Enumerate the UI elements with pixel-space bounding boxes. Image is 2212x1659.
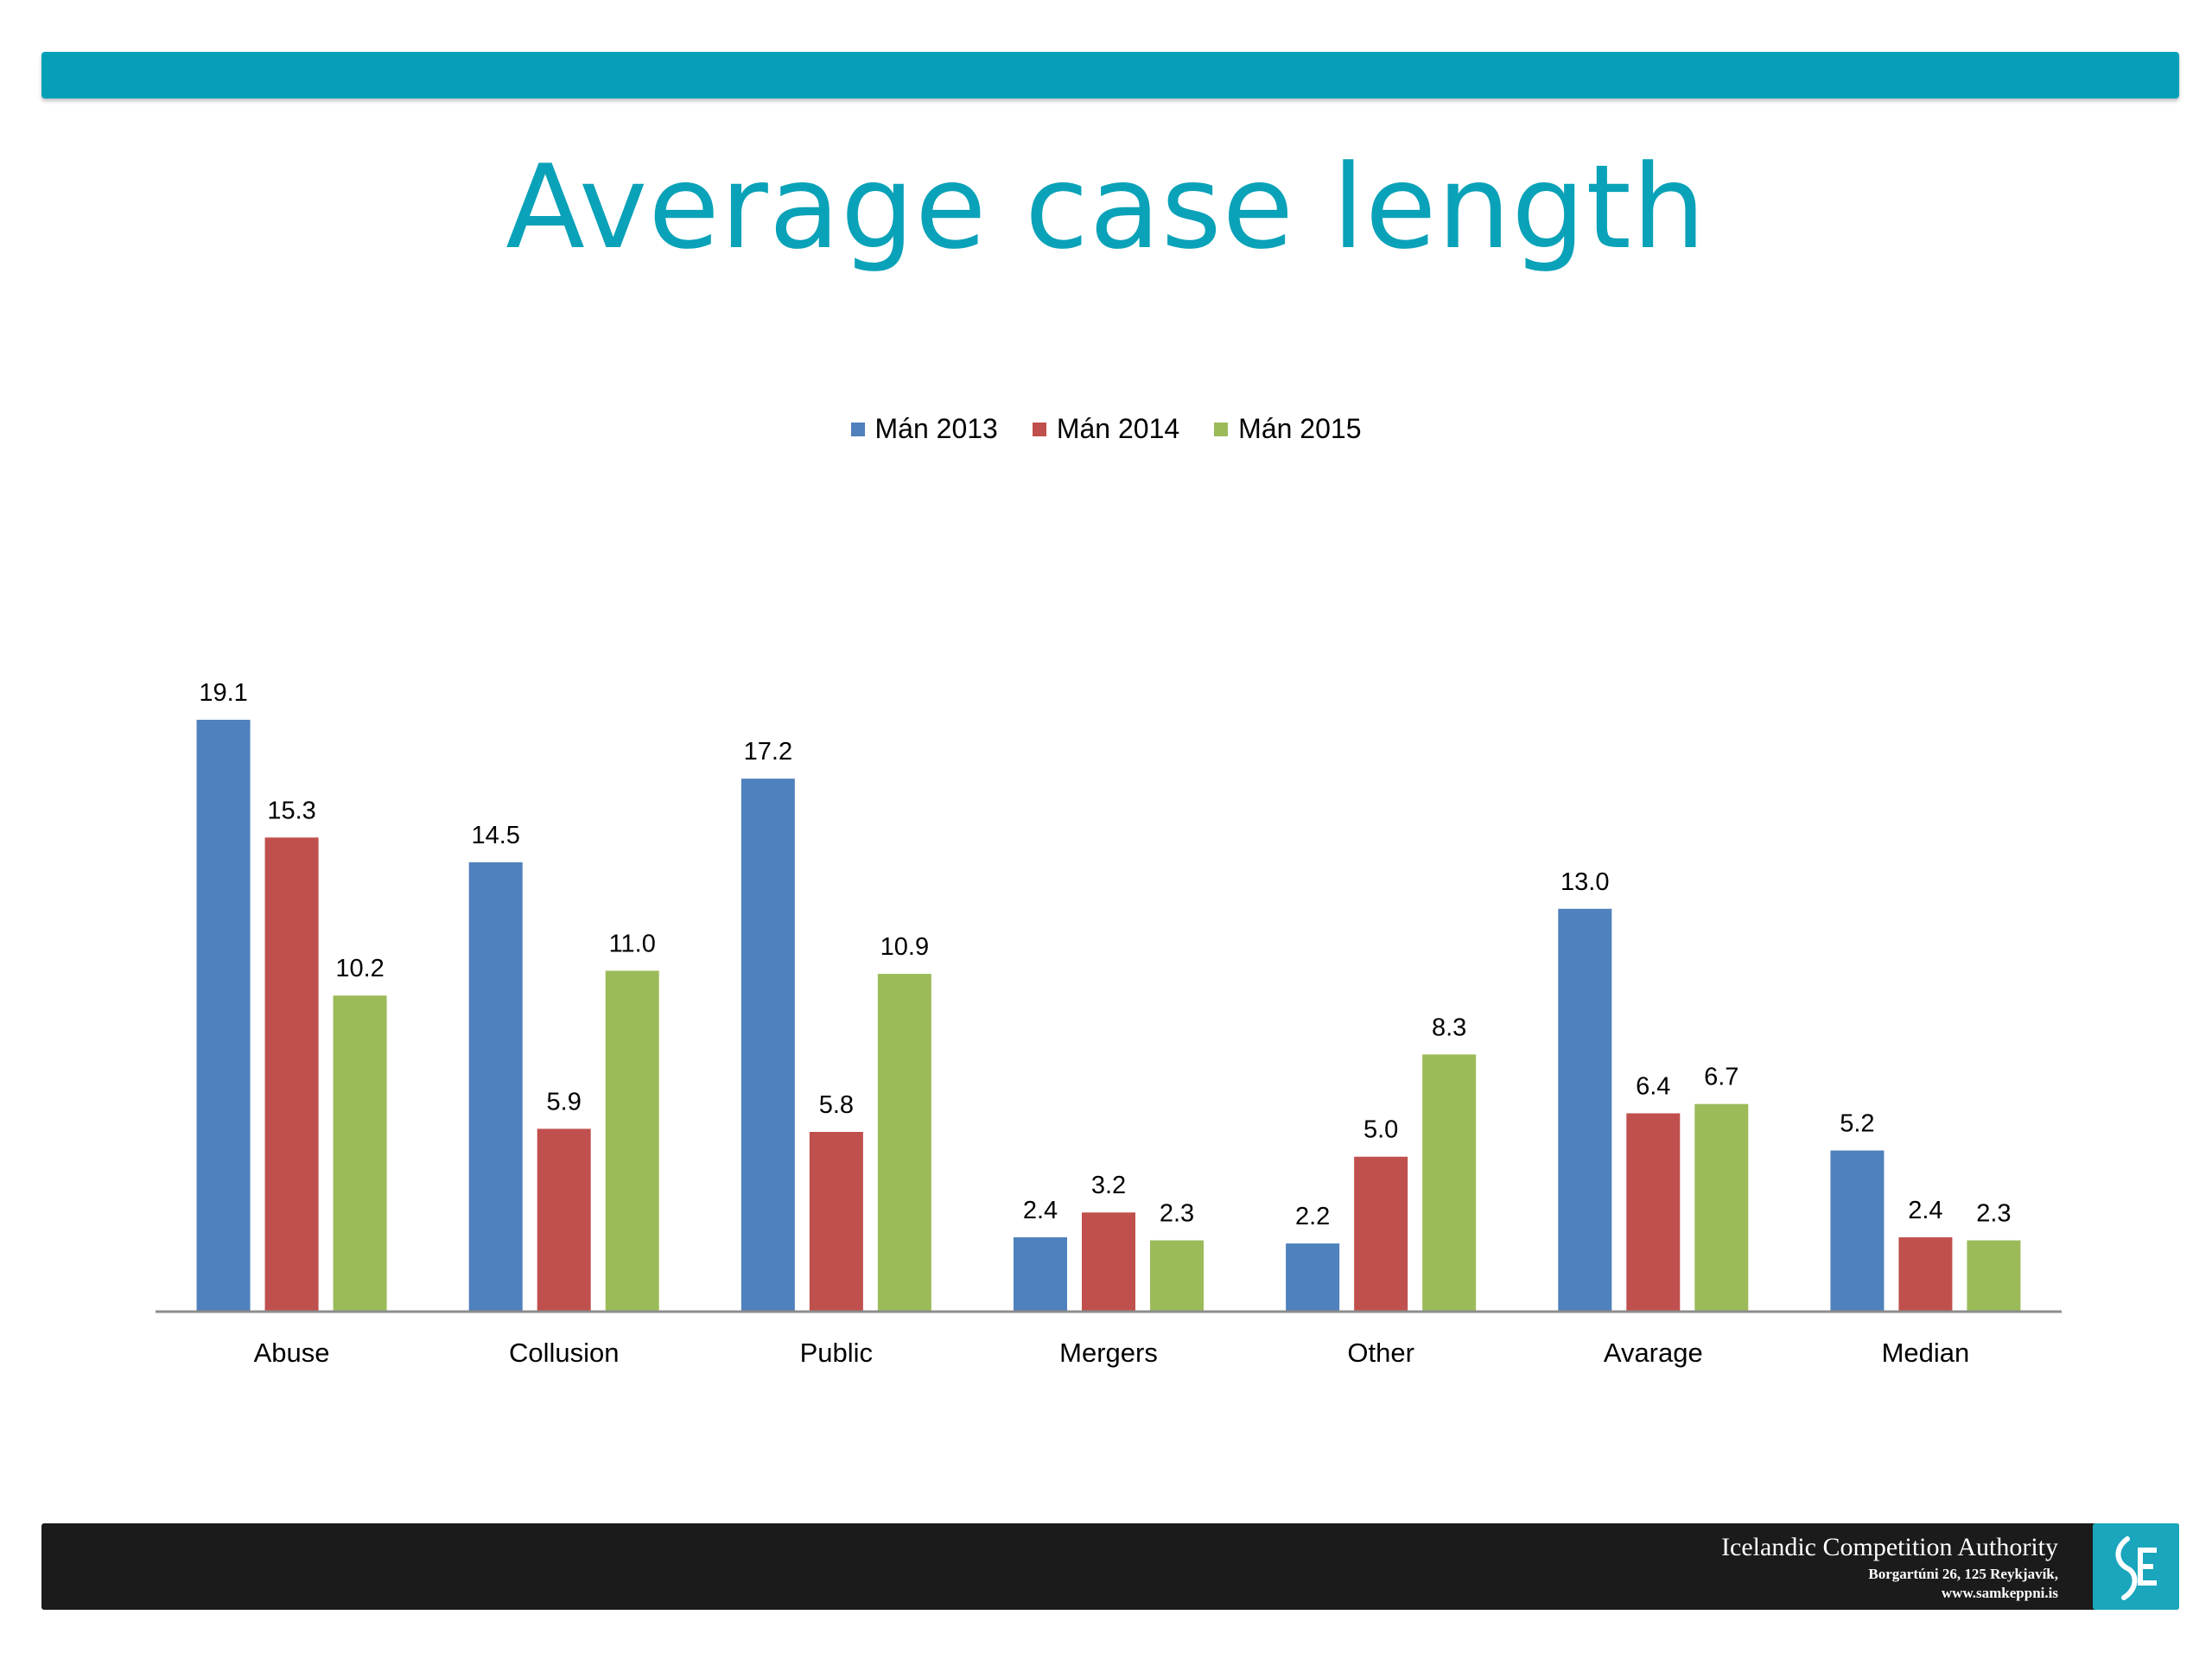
- bar-mergers-series-2: [1082, 1212, 1135, 1312]
- data-label: 3.2: [1091, 1172, 1126, 1199]
- data-label: 10.2: [335, 955, 384, 982]
- data-label: 6.4: [1636, 1072, 1670, 1100]
- data-label: 5.8: [819, 1091, 854, 1119]
- header-accent-bar: [41, 52, 2179, 99]
- bar-median-series-2: [1898, 1236, 1953, 1312]
- legend-label-series-3: Mán 2015: [1238, 413, 1362, 444]
- x-tick-label: Collusion: [509, 1338, 620, 1368]
- bar-other-series-3: [1422, 1054, 1477, 1312]
- bar-other-series-1: [1286, 1243, 1340, 1312]
- x-tick-label: Public: [800, 1338, 873, 1368]
- data-label: 5.2: [1840, 1110, 1874, 1138]
- footer-bar: Icelandic Competition Authority Borgartú…: [41, 1523, 2179, 1610]
- legend-item-series-3: Mán 2015: [1214, 413, 1361, 445]
- legend-item-series-1: Mán 2013: [850, 413, 998, 445]
- footer-organization: Icelandic Competition Authority Borgartú…: [1721, 1530, 2058, 1603]
- bar-avarage-series-1: [1558, 908, 1612, 1312]
- x-tick-label: Median: [1882, 1338, 1970, 1368]
- data-label: 19.1: [199, 679, 247, 707]
- data-label: 11.0: [609, 930, 656, 957]
- bar-median-series-1: [1830, 1150, 1885, 1312]
- bar-collusion-series-1: [468, 861, 523, 1312]
- bar-other-series-2: [1354, 1156, 1408, 1312]
- x-tick-label: Mergers: [1059, 1338, 1158, 1368]
- bar-avarage-series-3: [1694, 1103, 1749, 1312]
- legend-item-series-2: Mán 2014: [1032, 413, 1180, 445]
- footer-website: www.samkeppni.is: [1941, 1585, 2058, 1601]
- data-label: 17.2: [744, 738, 792, 766]
- bar-abuse-series-2: [264, 837, 319, 1312]
- legend-label-series-1: Mán 2013: [874, 413, 998, 444]
- bar-mergers-series-3: [1150, 1240, 1204, 1312]
- data-label: 2.3: [1976, 1200, 2011, 1228]
- bar-mergers-series-1: [1014, 1236, 1067, 1312]
- data-label: 2.4: [1023, 1197, 1058, 1224]
- footer-org-name: Icelandic Competition Authority: [1721, 1533, 2058, 1561]
- bar-public-series-1: [741, 779, 795, 1312]
- data-label: 15.3: [267, 797, 315, 824]
- data-label: 6.7: [1704, 1064, 1738, 1091]
- legend-swatch-series-3: [1214, 422, 1229, 436]
- data-label: 2.2: [1295, 1203, 1330, 1230]
- bar-public-series-3: [877, 974, 931, 1312]
- x-tick-label: Avarage: [1604, 1338, 1703, 1368]
- bar-abuse-series-3: [333, 995, 387, 1312]
- bar-collusion-series-2: [537, 1128, 591, 1312]
- bar-collusion-series-3: [605, 970, 659, 1312]
- legend-label-series-2: Mán 2014: [1056, 413, 1180, 444]
- bar-public-series-2: [809, 1131, 863, 1312]
- data-label: 10.9: [880, 933, 929, 961]
- data-label: 2.3: [1160, 1200, 1194, 1228]
- data-label: 5.9: [547, 1088, 582, 1116]
- legend-swatch-series-2: [1032, 422, 1046, 436]
- bar-abuse-series-1: [196, 720, 251, 1312]
- x-tick-label: Abuse: [254, 1338, 330, 1368]
- legend-swatch-series-1: [850, 422, 865, 436]
- bar-avarage-series-2: [1626, 1113, 1681, 1312]
- x-tick-label: Other: [1347, 1338, 1414, 1368]
- slide-title: Average case length: [505, 140, 1707, 275]
- chart-legend: Mán 2013 Mán 2014 Mán 2015: [0, 413, 2212, 445]
- data-label: 14.5: [471, 822, 519, 849]
- data-label: 2.4: [1908, 1197, 1942, 1224]
- bar-median-series-3: [1967, 1240, 2021, 1312]
- data-label: 5.0: [1363, 1116, 1398, 1144]
- data-label: 13.0: [1560, 868, 1609, 896]
- samkeppni-logo-icon: [2093, 1523, 2179, 1610]
- footer-address: Borgartúni 26, 125 Reykjavík,: [1868, 1566, 2058, 1582]
- data-label: 8.3: [1432, 1014, 1466, 1041]
